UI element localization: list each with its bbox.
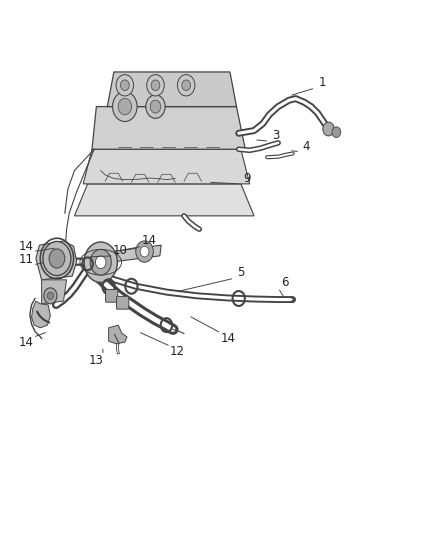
Polygon shape	[107, 72, 237, 107]
Circle shape	[140, 246, 149, 257]
Polygon shape	[92, 107, 245, 149]
Circle shape	[49, 249, 65, 268]
Text: 14: 14	[141, 235, 156, 247]
Circle shape	[44, 288, 57, 304]
Circle shape	[146, 95, 165, 118]
Polygon shape	[74, 184, 254, 216]
Text: 3: 3	[272, 130, 279, 142]
Text: 13: 13	[89, 354, 104, 367]
Text: 14: 14	[19, 336, 34, 349]
Circle shape	[120, 80, 129, 91]
FancyBboxPatch shape	[117, 296, 129, 309]
Circle shape	[118, 99, 131, 115]
Circle shape	[84, 242, 117, 282]
Text: 10: 10	[113, 244, 128, 257]
Circle shape	[136, 241, 153, 262]
Circle shape	[147, 75, 164, 96]
Circle shape	[332, 127, 341, 138]
Text: 5: 5	[237, 266, 244, 279]
Text: 12: 12	[170, 345, 185, 358]
Polygon shape	[32, 301, 50, 328]
Text: 9: 9	[244, 172, 251, 185]
Polygon shape	[83, 149, 250, 184]
Circle shape	[323, 122, 334, 136]
Circle shape	[116, 75, 134, 96]
Polygon shape	[42, 280, 67, 304]
Text: 14: 14	[220, 332, 235, 345]
Circle shape	[47, 292, 53, 300]
Circle shape	[151, 80, 160, 91]
Polygon shape	[109, 325, 127, 344]
Circle shape	[177, 75, 195, 96]
Text: 1: 1	[318, 76, 326, 89]
Circle shape	[182, 80, 191, 91]
Text: 4: 4	[303, 140, 311, 153]
Text: 11: 11	[19, 253, 34, 266]
Circle shape	[43, 241, 71, 276]
Polygon shape	[110, 245, 161, 262]
Circle shape	[113, 92, 137, 122]
FancyBboxPatch shape	[106, 289, 118, 302]
Circle shape	[150, 100, 161, 113]
Circle shape	[90, 249, 111, 275]
Text: 6: 6	[281, 276, 289, 289]
Text: 14: 14	[19, 240, 34, 253]
Polygon shape	[36, 241, 77, 280]
Circle shape	[95, 256, 106, 269]
